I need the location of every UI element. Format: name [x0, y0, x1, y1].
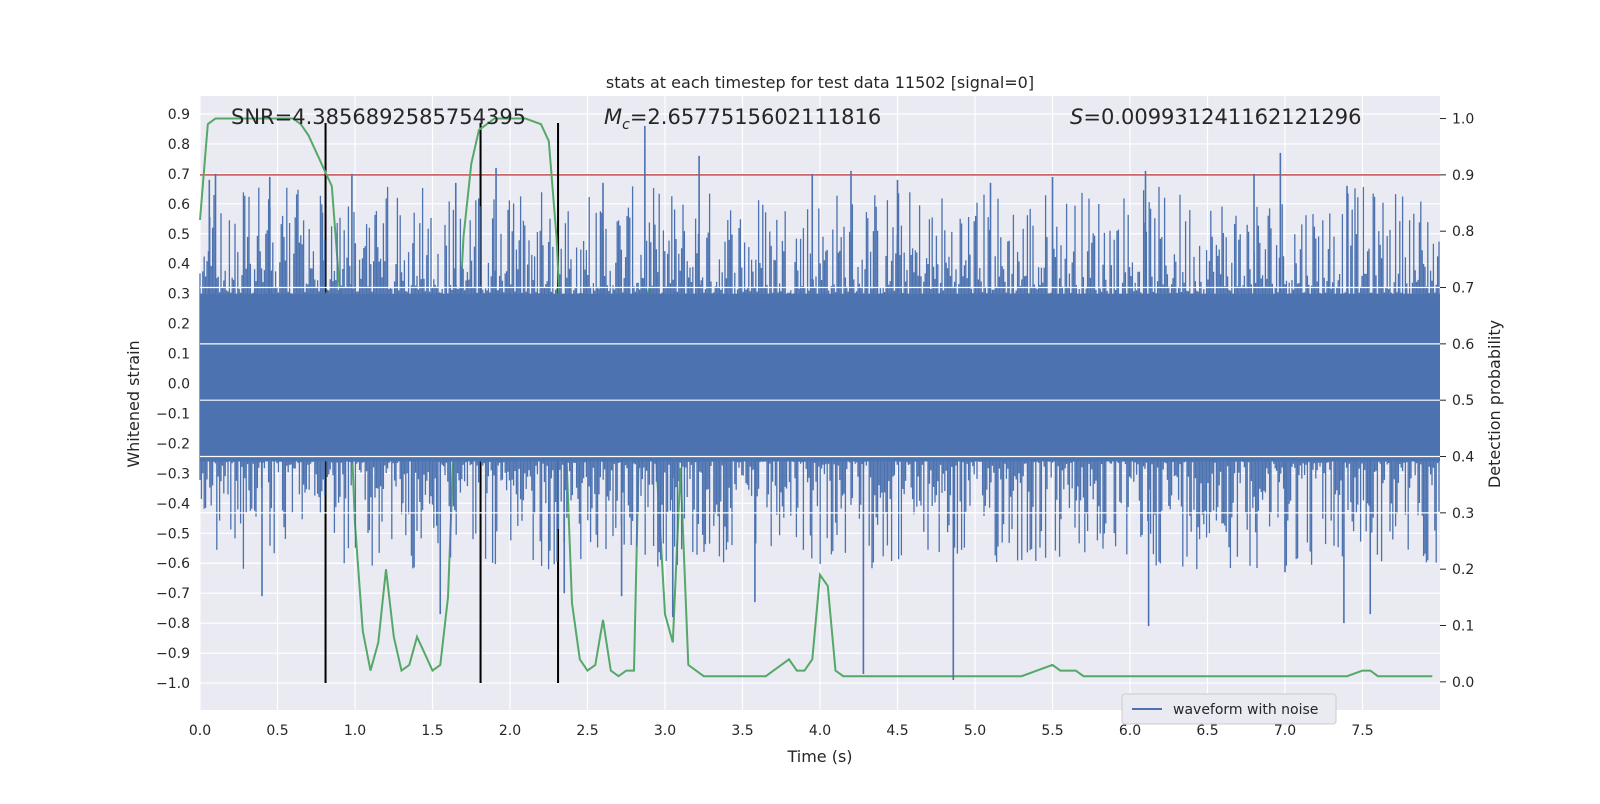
y-left-tick-label: 0.6	[168, 197, 190, 213]
waveform-spikes	[199, 125, 1440, 681]
y-left-tick-label: −0.5	[156, 526, 190, 542]
y-right-tick-label: 1.0	[1452, 112, 1474, 128]
y-right-tick-label: 0.5	[1452, 393, 1474, 409]
y-right-tick-label: 0.7	[1452, 281, 1474, 297]
y-right-tick-label: 0.3	[1452, 506, 1474, 522]
x-axis-label: Time (s)	[786, 747, 852, 766]
y-left-ticks: 0.9 0.8 0.7 0.6 0.5 0.4 0.3 0.2 0.1 0.0 −0.1 −0.2 −0…	[156, 107, 190, 692]
y-left-tick-label: 0.7	[168, 167, 190, 183]
y-left-tick-label: 0.8	[168, 137, 190, 153]
y-left-tick-label: −0.4	[156, 496, 190, 512]
y-left-tick-label: −0.3	[156, 466, 190, 482]
x-tick-label: 2.5	[576, 723, 598, 739]
legend-box	[1121, 693, 1337, 725]
y-right-tick-label: 0.2	[1452, 562, 1474, 578]
y-left-tick-label: −0.6	[156, 556, 190, 572]
y-right-ticks: 1.0 0.9 0.8 0.7 0.6 0.5 0.4 0.3 0.2 0.1 0.0	[1440, 112, 1474, 691]
x-tick-label: 6.0	[1119, 723, 1141, 739]
x-tick-label: 7.0	[1274, 723, 1296, 739]
x-ticks: 0.0 0.5 1.0 1.5 2.0 2.5 3.0 3.5 4.0 4.5 5.0 5.5 6.0 6…	[189, 723, 1374, 739]
legend-label: waveform with noise	[1173, 702, 1318, 718]
y-left-tick-label: −0.2	[156, 436, 190, 452]
s-value: =0.009931241162121296	[1083, 105, 1361, 129]
y-left-tick-label: 0.1	[168, 347, 190, 363]
y-right-tick-label: 0.8	[1452, 224, 1474, 240]
y-left-tick-label: 0.3	[168, 287, 190, 303]
x-tick-label: 0.0	[189, 723, 211, 739]
y-left-tick-label: 0.4	[168, 257, 190, 273]
y-left-tick-label: −0.7	[156, 586, 190, 602]
y-left-tick-label: 0.9	[168, 107, 190, 123]
mc-annotation: Mc=2.6577515602111816	[604, 105, 881, 133]
s-annotation: S=0.009931241162121296	[1070, 105, 1361, 129]
x-tick-label: 1.0	[344, 723, 366, 739]
y-axis-label-right: Detection probability	[1485, 320, 1504, 488]
x-tick-label: 7.5	[1351, 723, 1373, 739]
y-right-tick-label: 0.6	[1452, 337, 1474, 353]
y-left-tick-label: 0.2	[168, 317, 190, 333]
y-left-tick-label: 0.5	[168, 227, 190, 243]
y-left-tick-label: −0.1	[156, 406, 190, 422]
legend: waveform with noise	[1121, 693, 1337, 725]
x-tick-label: 2.0	[499, 723, 521, 739]
mc-value: =2.6577515602111816	[630, 105, 881, 129]
chart-title: stats at each timestep for test data 115…	[606, 73, 1034, 92]
x-tick-label: 3.5	[731, 723, 753, 739]
y-left-tick-label: −0.9	[156, 646, 190, 662]
x-tick-label: 5.5	[1041, 723, 1063, 739]
y-right-tick-label: 0.9	[1452, 168, 1474, 184]
x-tick-label: 5.0	[964, 723, 986, 739]
y-right-tick-label: 0.1	[1452, 619, 1474, 635]
snr-annotation: SNR=4.3856892585754395	[231, 105, 526, 129]
s-symbol: S	[1070, 105, 1083, 129]
x-tick-label: 0.5	[266, 723, 288, 739]
waveform-layer	[199, 125, 1440, 681]
y-left-tick-label: −1.0	[156, 676, 190, 692]
waveform-noise	[199, 186, 1440, 570]
y-right-tick-label: 0.4	[1452, 450, 1474, 466]
mc-symbol: M	[604, 105, 622, 129]
x-tick-label: 4.5	[886, 723, 908, 739]
x-tick-label: 6.5	[1196, 723, 1218, 739]
x-tick-label: 1.5	[421, 723, 443, 739]
mc-subscript: c	[622, 117, 630, 133]
detection-probability-line	[199, 117, 1433, 678]
band-gridlines	[200, 286, 1440, 514]
y-left-tick-label: 0.0	[168, 377, 190, 393]
x-tick-label: 4.0	[809, 723, 831, 739]
y-axis-label-left: Whitened strain	[124, 340, 143, 467]
y-left-tick-label: −0.8	[156, 616, 190, 632]
x-tick-label: 3.0	[654, 723, 676, 739]
y-right-tick-label: 0.0	[1452, 675, 1474, 691]
